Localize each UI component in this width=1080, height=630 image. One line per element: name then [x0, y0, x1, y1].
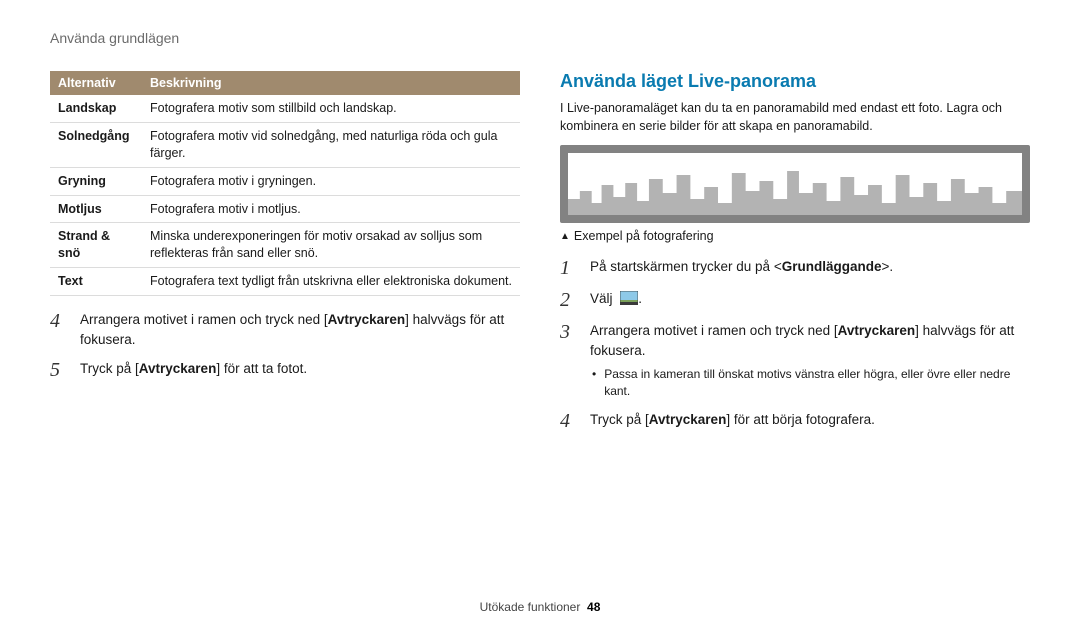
table-row: LandskapFotografera motiv som stillbild … — [50, 95, 520, 122]
step-text: Arrangera motivet i ramen och tryck ned … — [80, 310, 520, 349]
step-text: På startskärmen trycker du på <Grundlägg… — [590, 257, 1030, 279]
step-text: Tryck på [Avtryckaren] för att börja fot… — [590, 410, 1030, 432]
step-number: 4 — [560, 410, 576, 432]
opt-name: Gryning — [50, 167, 142, 195]
section-heading: Använda läget Live-panorama — [560, 71, 1030, 92]
opt-desc: Minska underexponeringen för motiv orsak… — [142, 223, 520, 268]
step-text: Välj . — [590, 289, 1030, 311]
opt-desc: Fotografera motiv i motljus. — [142, 195, 520, 223]
opt-name: Strand & snö — [50, 223, 142, 268]
opt-name: Motljus — [50, 195, 142, 223]
table-row: TextFotografera text tydligt från utskri… — [50, 268, 520, 296]
step-number: 2 — [560, 289, 576, 311]
figure-caption: ▲Exempel på fotografering — [560, 229, 1030, 243]
step-5: 5 Tryck på [Avtryckaren] för att ta foto… — [50, 359, 520, 381]
opt-desc: Fotografera motiv i gryningen. — [142, 167, 520, 195]
step-number: 5 — [50, 359, 66, 381]
step-text: Arrangera motivet i ramen och tryck ned … — [590, 321, 1030, 400]
table-row: GryningFotografera motiv i gryningen. — [50, 167, 520, 195]
table-row: Strand & snöMinska underexponeringen för… — [50, 223, 520, 268]
sub-bullet: • Passa in kameran till önskat motivs vä… — [590, 366, 1030, 400]
left-column: Alternativ Beskrivning LandskapFotografe… — [50, 71, 520, 442]
breadcrumb: Använda grundlägen — [50, 30, 1030, 46]
opt-name: Text — [50, 268, 142, 296]
step-number: 4 — [50, 310, 66, 349]
table-row: SolnedgångFotografera motiv vid solnedgå… — [50, 122, 520, 167]
step-number: 1 — [560, 257, 576, 279]
opt-desc: Fotografera text tydligt från utskrivna … — [142, 268, 520, 296]
triangle-up-icon: ▲ — [560, 231, 570, 242]
opt-name: Landskap — [50, 95, 142, 122]
panorama-mode-icon — [620, 291, 638, 305]
opt-desc: Fotografera motiv som stillbild och land… — [142, 95, 520, 122]
page-footer: Utökade funktioner 48 — [0, 600, 1080, 614]
panorama-figure — [560, 145, 1030, 223]
step-4: 4 Tryck på [Avtryckaren] för att börja f… — [560, 410, 1030, 432]
step-3: 3 Arrangera motivet i ramen och tryck ne… — [560, 321, 1030, 400]
th-beskrivning: Beskrivning — [142, 71, 520, 95]
step-1: 1 På startskärmen trycker du på <Grundlä… — [560, 257, 1030, 279]
options-table: Alternativ Beskrivning LandskapFotografe… — [50, 71, 520, 296]
step-2: 2 Välj . — [560, 289, 1030, 311]
opt-desc: Fotografera motiv vid solnedgång, med na… — [142, 122, 520, 167]
section-intro: I Live-panoramaläget kan du ta en panora… — [560, 100, 1030, 135]
th-alternativ: Alternativ — [50, 71, 142, 95]
bullet-dot-icon: • — [592, 366, 596, 400]
right-column: Använda läget Live-panorama I Live-panor… — [560, 71, 1030, 442]
step-text: Tryck på [Avtryckaren] för att ta fotot. — [80, 359, 520, 381]
opt-name: Solnedgång — [50, 122, 142, 167]
table-row: MotljusFotografera motiv i motljus. — [50, 195, 520, 223]
step-number: 3 — [560, 321, 576, 400]
step-4: 4 Arrangera motivet i ramen och tryck ne… — [50, 310, 520, 349]
panorama-skyline — [568, 153, 1022, 215]
